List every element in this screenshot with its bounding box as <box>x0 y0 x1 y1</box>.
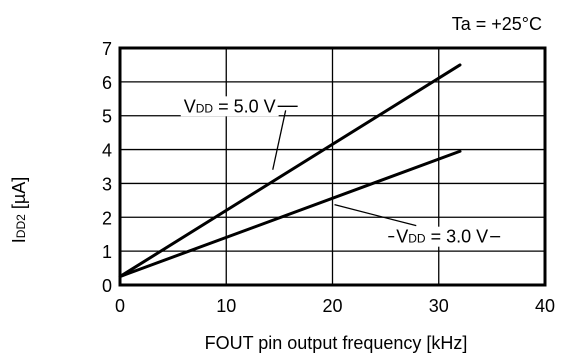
x-tick-label: 40 <box>535 296 555 316</box>
series-label-2: VDD = 3.0 V <box>396 227 488 247</box>
x-tick-label: 0 <box>115 296 125 316</box>
y-tick-label: 7 <box>102 39 112 59</box>
series-label-rest: = 5.0 V <box>213 96 276 116</box>
series-label-1: VDD = 5.0 V <box>184 96 276 116</box>
y-tick-label: 4 <box>102 141 112 161</box>
series-label-background <box>180 96 279 117</box>
series-label-sub: DD <box>196 101 214 115</box>
y-tick-label: 6 <box>102 73 112 93</box>
series-layer <box>118 63 462 279</box>
series-line-2 <box>118 149 462 279</box>
tick-label-layer: 0 10 20 30 40 0 1 2 3 4 5 6 7 <box>102 39 555 316</box>
series-label-background <box>393 226 492 247</box>
x-tick-label: 10 <box>216 296 236 316</box>
y-tick-label: 2 <box>102 208 112 228</box>
condition-label: Ta = +25°C <box>452 14 542 34</box>
y-axis-title: IDD2 [µA] <box>9 177 29 243</box>
plot-frame <box>118 46 547 287</box>
leader-pointer <box>334 204 417 227</box>
y-tick-label: 0 <box>102 276 112 296</box>
y-tick-label: 3 <box>102 174 112 194</box>
plot-frame-layer <box>118 46 547 287</box>
grid-layer <box>120 48 545 285</box>
y-tick-label: 5 <box>102 107 112 127</box>
y-axis-title-main: I <box>9 238 29 243</box>
series-line-1 <box>118 63 462 279</box>
x-axis-title: FOUT pin output frequency [kHz] <box>205 333 468 353</box>
series-label-sub: DD <box>408 232 426 246</box>
series-label-main: V <box>184 96 196 116</box>
y-axis-title-sub: DD2 <box>14 214 28 238</box>
series-label-rest: = 3.0 V <box>426 227 489 247</box>
series-label-main: V <box>396 227 408 247</box>
y-tick-label: 1 <box>102 242 112 262</box>
x-tick-label: 20 <box>322 296 342 316</box>
leader-pointer <box>272 110 287 170</box>
y-axis-title-unit: [µA] <box>9 177 29 214</box>
x-tick-label: 30 <box>429 296 449 316</box>
